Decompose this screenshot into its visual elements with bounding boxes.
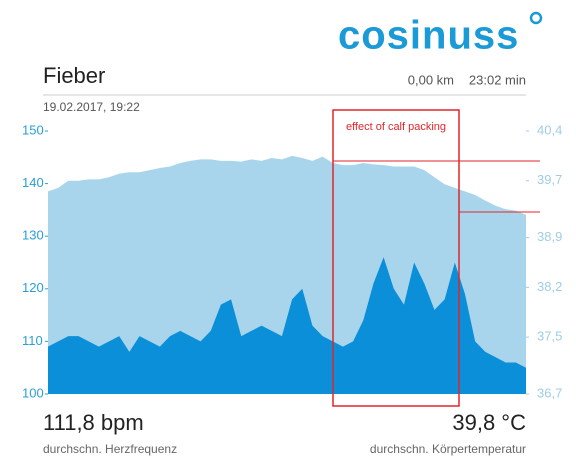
y2-tick-label: 40,4 xyxy=(537,122,562,137)
y-tick-label: 130 xyxy=(22,228,44,243)
distance: 0,00 km xyxy=(408,72,454,87)
y2-tick-label: 39,7 xyxy=(537,172,562,187)
date: 19.02.2017, 19:22 xyxy=(43,100,140,114)
y2-tick-label: 38,2 xyxy=(537,279,562,294)
y-tick-label: 100 xyxy=(22,385,44,400)
y-tick-label: 140 xyxy=(22,175,44,190)
y-tick-label: 120 xyxy=(22,280,44,295)
logo-dot xyxy=(529,11,543,25)
heart-rate-label: durchschn. Herzfrequenz xyxy=(43,442,177,456)
temperature: 39,8 °C xyxy=(452,410,526,435)
y2-tick-label: 37,5 xyxy=(537,329,562,344)
annotation: effect of calf packing xyxy=(346,121,446,133)
y-tick-label: 110 xyxy=(22,333,43,348)
temperature-label: durchschn. Körpertemperatur xyxy=(370,442,526,456)
heart-rate: 111,8 bpm xyxy=(43,410,144,435)
activity-title: Fieber xyxy=(43,63,105,88)
logo: cosinuss xyxy=(338,14,519,58)
duration: 23:02 min xyxy=(469,72,526,87)
y2-tick-label: 38,9 xyxy=(537,229,562,244)
area xyxy=(48,257,526,394)
plot: 100 110 120 130 140 150 36,7 37,5 38,2 38,9 39,7 40… xyxy=(22,122,562,400)
y2-tick-label: 36,7 xyxy=(537,385,562,400)
annotation-box xyxy=(332,109,460,407)
y-tick-label: 150 xyxy=(22,122,44,137)
